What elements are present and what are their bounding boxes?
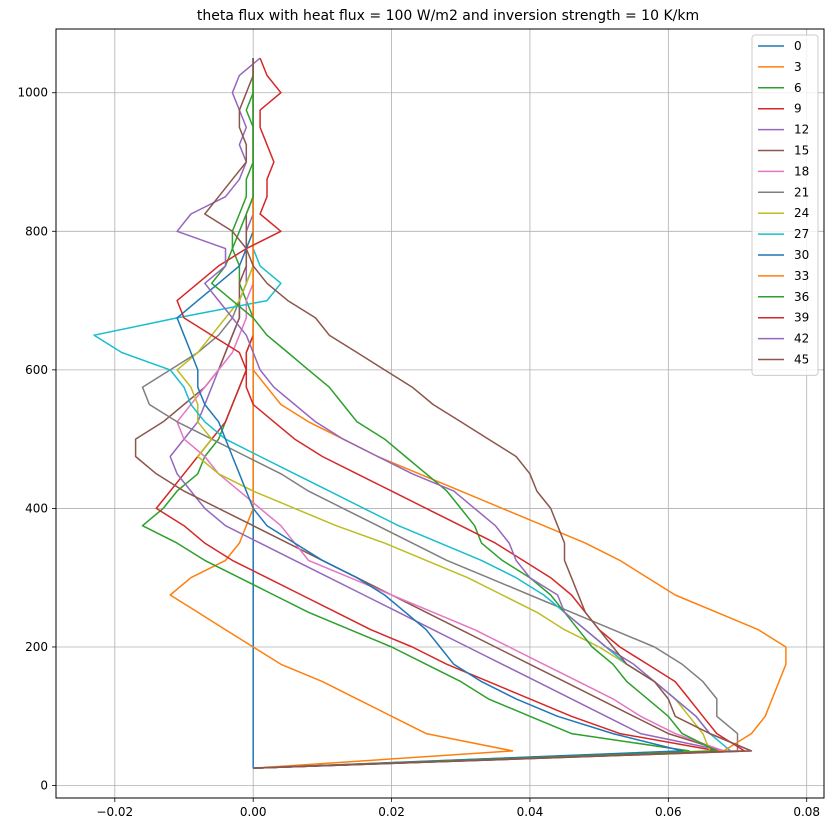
legend-label-9: 9 [794, 102, 802, 116]
x-tick-label: −0.02 [96, 805, 133, 819]
series-line-45 [204, 58, 753, 769]
y-tick-label: 600 [25, 363, 48, 377]
plot-area-frame [55, 28, 825, 799]
legend-label-39: 39 [794, 311, 809, 325]
chart-title: theta flux with heat flux = 100 W/m2 and… [197, 8, 699, 24]
legend-label-15: 15 [794, 144, 809, 158]
series-line-36 [210, 58, 718, 769]
legend-box [751, 34, 819, 376]
legend-label-27: 27 [794, 227, 809, 241]
y-tick-label: 400 [25, 501, 48, 515]
legend-label-0: 0 [794, 39, 802, 53]
axis-ticks: −0.02 0.00 0.02 0.04 0.06 0.08 0 200 400 600 800 10… [17, 86, 820, 819]
y-tick-label: 200 [25, 640, 48, 654]
legend-label-36: 36 [794, 290, 809, 304]
legend-label-30: 30 [794, 248, 809, 262]
x-tick-label: 0.02 [378, 805, 405, 819]
legend-label-12: 12 [794, 123, 809, 137]
legend-label-18: 18 [794, 164, 809, 178]
y-tick-label: 800 [25, 224, 48, 238]
x-tick-label: 0.06 [655, 805, 682, 819]
series-lines [93, 57, 787, 769]
legend-label-3: 3 [794, 60, 802, 74]
x-tick-label: 0.08 [793, 805, 820, 819]
legend-label-33: 33 [794, 269, 809, 283]
legend-label-45: 45 [794, 353, 809, 367]
series-line-42 [176, 57, 753, 769]
y-tick-label: 0 [40, 779, 48, 793]
x-tick-label: 0.04 [517, 805, 544, 819]
series-line-39 [176, 57, 746, 769]
legend-label-24: 24 [794, 206, 809, 220]
x-tick-label: 0.00 [240, 805, 267, 819]
y-tick-label: 1000 [17, 86, 48, 100]
legend-label-42: 42 [794, 332, 809, 346]
legend-label-6: 6 [794, 81, 802, 95]
legend-label-21: 21 [794, 185, 809, 199]
